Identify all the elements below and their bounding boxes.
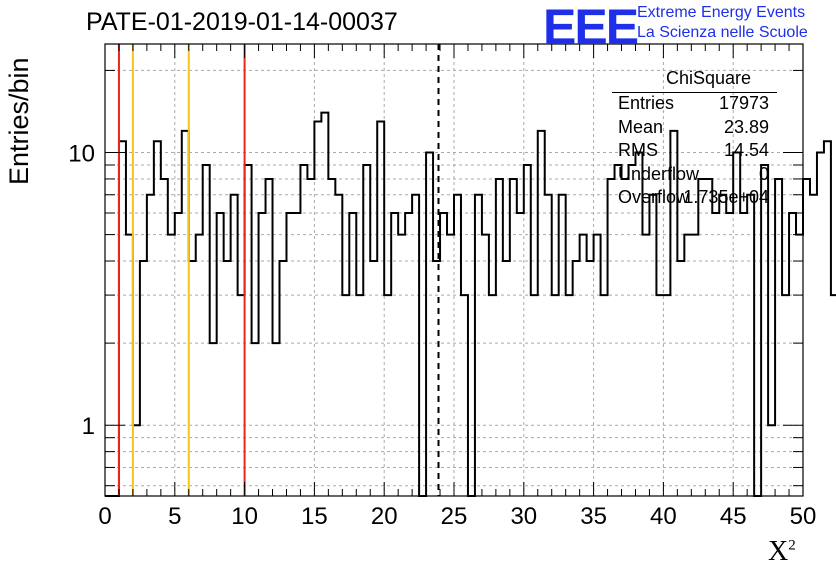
stats-value: 23.89	[723, 116, 769, 137]
x-tick-label: 15	[301, 503, 328, 530]
reference-lines	[117, 44, 440, 496]
y-tick-label: 1	[82, 413, 95, 440]
x-tick-label: 25	[441, 503, 468, 530]
stats-label: Underflow	[618, 163, 700, 184]
stats-value: 14.54	[723, 140, 769, 160]
x-tick-label: 10	[231, 503, 258, 530]
x-axis-label-sup: 2	[788, 537, 796, 554]
x-tick-label: 45	[720, 503, 747, 530]
stats-row: RMS 14.54	[612, 140, 777, 164]
stats-label: RMS	[618, 140, 658, 160]
stats-label: Mean	[618, 116, 664, 137]
x-tick-label: 35	[580, 503, 607, 530]
logo-line-2: La Scienza nelle Scuole	[637, 24, 808, 41]
stats-row: Mean 23.89	[612, 117, 777, 141]
logo-line-1: Extreme Energy Events	[637, 4, 806, 21]
x-tick-label: 30	[510, 503, 537, 530]
stats-value: 17973	[718, 93, 769, 113]
axis-ticks	[104, 44, 804, 496]
stats-row: Entries 17973	[612, 93, 777, 117]
x-tick-labels: 0 5 10 15 20 25 30 35 40 45 50	[98, 503, 816, 530]
stats-value: 0	[758, 163, 769, 184]
x-tick-label: 20	[371, 503, 398, 530]
x-tick-label: 50	[790, 503, 817, 530]
page-title: PATE-01-2019-01-14-00037	[86, 8, 398, 36]
eee-logo: EEE	[543, 0, 639, 55]
x-tick-label: 40	[650, 503, 677, 530]
y-tick-labels: 1 10	[68, 141, 95, 441]
x-axis-label: X2	[768, 536, 796, 568]
x-tick-label: 0	[98, 503, 111, 530]
x-axis-label-base: X	[768, 536, 789, 567]
stats-title: ChiSquare	[612, 68, 777, 93]
stats-value: 1.735e+04	[683, 187, 769, 207]
y-axis-label: Entries/bin	[4, 57, 34, 185]
stats-row: Overflow 1.735e+04	[612, 187, 777, 211]
stats-label: Overflow	[618, 187, 690, 207]
stats-label: Entries	[618, 93, 675, 113]
y-tick-label: 10	[68, 141, 95, 168]
x-tick-label: 5	[168, 503, 181, 530]
stats-row: Underflow 0	[612, 164, 777, 188]
stats-box: ChiSquare Entries 17973 Mean 23.89 RMS 14.5…	[612, 68, 777, 211]
